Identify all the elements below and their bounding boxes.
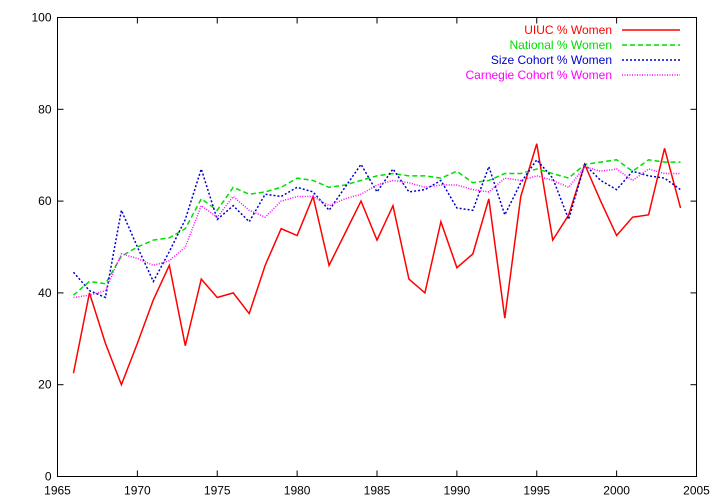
series-line-uiuc-women — [72, 143, 682, 387]
x-tick-label: 1985 — [364, 484, 391, 498]
plot-frame — [57, 17, 697, 477]
series-line-carnegie-cohort-women — [73, 165, 681, 299]
y-tick-label: 0 — [45, 470, 52, 484]
y-tick-label: 100 — [31, 11, 51, 25]
x-tick-label: 2000 — [603, 484, 630, 498]
axis-ticks: 1965 1970 1975 1980 1985 1990 1995 2000 2005 0 20 4… — [31, 11, 710, 498]
series-lines — [72, 143, 682, 387]
series-line-national-women — [72, 159, 681, 296]
y-tick-label: 40 — [38, 286, 52, 300]
series-line-size-cohort-women — [72, 158, 681, 299]
x-tick-label: 1990 — [444, 484, 471, 498]
x-tick-label: 1970 — [124, 484, 151, 498]
x-tick-label: 1965 — [44, 484, 71, 498]
x-tick-label: 1995 — [523, 484, 550, 498]
legend-label: Carnegie Cohort % Women — [465, 68, 612, 82]
x-tick-label: 2005 — [683, 484, 710, 498]
x-tick-label: 1975 — [204, 484, 231, 498]
legend-label: National % Women — [510, 38, 613, 52]
y-tick-label: 60 — [38, 194, 52, 208]
y-tick-label: 80 — [38, 102, 52, 116]
legend-label: UIUC % Women — [524, 23, 612, 37]
x-tick-label: 1980 — [284, 484, 311, 498]
y-tick-label: 20 — [38, 378, 52, 392]
legend-label: Size Cohort % Women — [491, 53, 612, 67]
